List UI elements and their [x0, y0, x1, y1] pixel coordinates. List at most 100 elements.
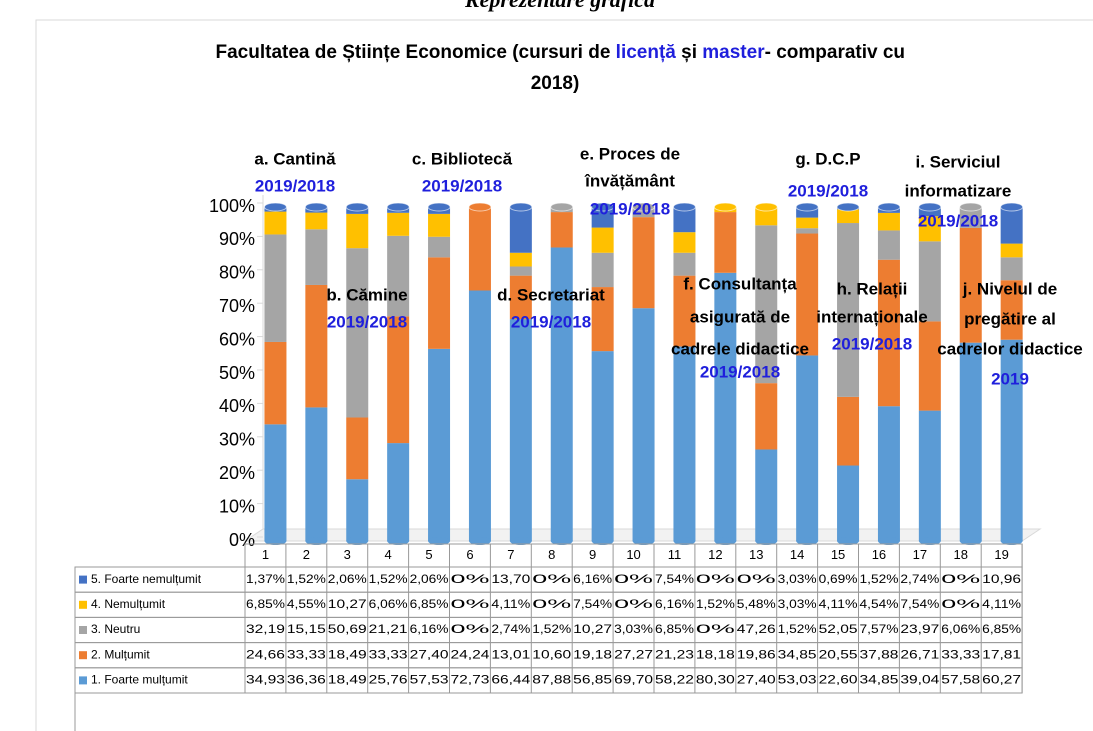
bar-segment: [714, 212, 737, 273]
table-cell: 1,52%: [287, 572, 326, 586]
bar-segment: [346, 248, 369, 418]
bar-segment: [755, 207, 778, 226]
bar-segment: [632, 207, 655, 218]
x-tick-label: 5: [425, 547, 432, 562]
table-cell: 6,06%: [941, 622, 980, 636]
table-cell: 0%: [532, 597, 572, 611]
table-cell: 1,52%: [369, 572, 408, 586]
annotation-period: 2019/2018: [832, 334, 912, 353]
bar-segment: [509, 319, 532, 541]
table-cell: 4,55%: [287, 597, 326, 611]
legend-label: 2. Mulțumit: [91, 647, 150, 661]
bar-segment: [673, 207, 696, 233]
table-cell: 20,55: [819, 647, 858, 661]
table-cell: 3,03%: [614, 622, 653, 636]
bar-base: [468, 537, 491, 545]
bar-segment: [877, 259, 900, 407]
bar-segment: [877, 230, 900, 260]
bar-base: [509, 537, 532, 545]
table-cell: 24,66: [246, 647, 285, 661]
table-cell: 0%: [696, 572, 736, 586]
table-cell: 60,27: [982, 673, 1021, 687]
y-tick-label: 70%: [219, 296, 255, 316]
y-tick-label: 30%: [219, 430, 255, 450]
bar-cap: [918, 202, 942, 212]
table-cell: 4,11%: [819, 597, 858, 611]
annotation: pregătire al: [964, 309, 1056, 328]
table-cell: 6,16%: [655, 597, 694, 611]
table-cell: 23,97: [900, 622, 939, 636]
table-cell: 0%: [614, 572, 654, 586]
table-cell: 21,23: [655, 647, 694, 661]
bar-segment: [468, 207, 491, 291]
table-cell: 3,03%: [778, 572, 817, 586]
bar-segment: [264, 341, 287, 425]
bar-segment: [264, 211, 287, 235]
bar-segment: [918, 241, 941, 322]
annotation-period: 2019/2018: [255, 176, 335, 195]
title-part: și: [676, 42, 702, 63]
bar-segment: [673, 275, 696, 347]
y-tick-label: 90%: [219, 229, 255, 249]
bar-cap: [345, 202, 369, 212]
bar-segment: [632, 308, 655, 541]
table-cell: 1,52%: [532, 622, 571, 636]
table-cell: 56,85: [573, 673, 612, 687]
table-cell: 1,52%: [778, 622, 817, 636]
table-cell: 15,15: [287, 622, 326, 636]
bar-segment: [632, 217, 655, 309]
x-tick-label: 4: [385, 547, 392, 562]
table-cell: 34,93: [246, 673, 285, 687]
bar-cap: [427, 202, 451, 212]
bar-segment: [591, 227, 614, 253]
bar-segment: [918, 216, 941, 242]
bar-base: [796, 537, 819, 545]
table-cell: 53,03: [778, 673, 817, 687]
annotation: e. Proces de: [580, 144, 680, 163]
annotation-period: 2019: [991, 369, 1029, 388]
table-cell: 0%: [614, 597, 654, 611]
table-cell: 57,58: [941, 673, 980, 687]
table-cell: 4,11%: [982, 597, 1021, 611]
table-cell: 26,71: [900, 647, 939, 661]
bar-base: [1000, 537, 1023, 545]
bar-segment: [591, 287, 614, 352]
bar-segment: [591, 252, 614, 288]
bar-segment: [673, 232, 696, 253]
legend-swatch: [79, 651, 87, 660]
table-cell: 66,44: [491, 673, 530, 687]
table-cell: 17,81: [982, 647, 1021, 661]
table-cell: 7,54%: [900, 597, 939, 611]
title-part: Facultatea de Științe Economice (cursuri…: [216, 42, 616, 63]
bar-segment: [428, 236, 451, 258]
table-cell: 18,49: [328, 647, 367, 661]
legend-label: 1. Foarte mulțumit: [91, 673, 188, 687]
table-cell: 18,18: [696, 647, 735, 661]
bar-segment: [346, 417, 369, 480]
bar-segment: [796, 228, 819, 234]
bar-base: [959, 537, 982, 545]
x-tick-label: 6: [466, 547, 473, 562]
x-tick-label: 16: [872, 547, 886, 562]
annotation: internaționale: [816, 307, 927, 326]
bar-segment: [755, 225, 778, 384]
table-cell: 1,37%: [246, 572, 285, 586]
table-cell: 2,74%: [491, 622, 530, 636]
bar-segment: [837, 465, 860, 541]
table-cell: 0%: [451, 622, 491, 636]
table-cell: 2,06%: [328, 572, 367, 586]
bar-cap: [836, 202, 860, 212]
table-cell: 39,04: [900, 673, 939, 687]
annotation-period: 2019/2018: [422, 176, 502, 195]
x-tick-label: 11: [668, 547, 682, 562]
legend-swatch: [79, 676, 87, 685]
annotation: j. Nivelul de: [962, 279, 1057, 298]
table-cell: 0,69%: [819, 572, 858, 586]
table-cell: 22,60: [819, 673, 858, 687]
bar-segment: [837, 223, 860, 397]
legend-swatch: [79, 626, 87, 634]
annotation: b. Cămine: [326, 285, 407, 304]
bar-segment: [673, 252, 696, 276]
bar-segment: [305, 229, 328, 285]
